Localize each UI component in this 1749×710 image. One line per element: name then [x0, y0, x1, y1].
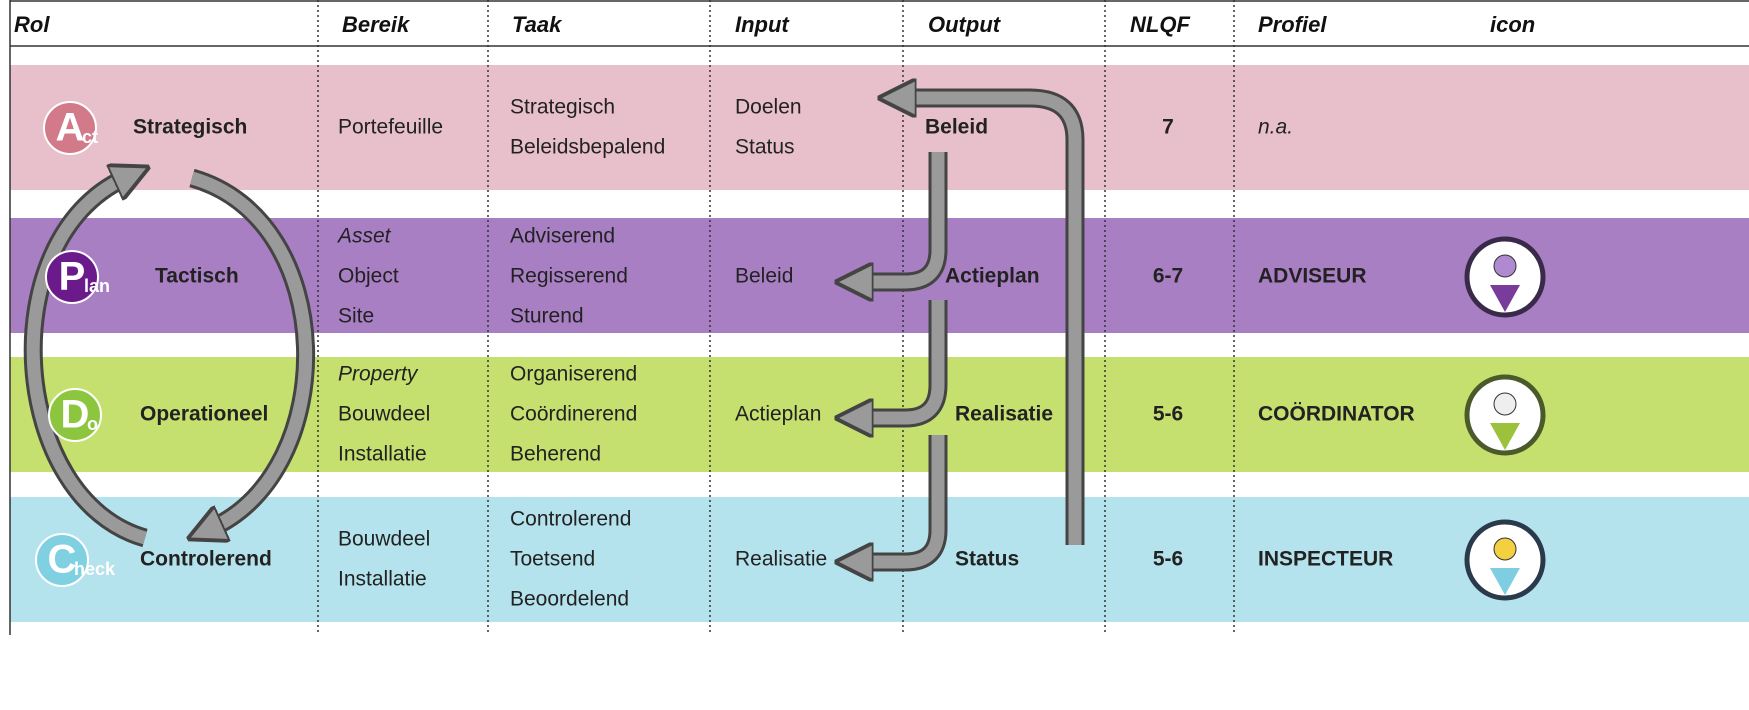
profiel: n.a. [1258, 116, 1293, 139]
taak: Toetsend [510, 548, 595, 571]
nlqf: 7 [1162, 116, 1174, 139]
taak: Regisserend [510, 265, 628, 288]
input: Realisatie [735, 548, 827, 571]
output: Status [955, 548, 1019, 571]
icon-inspecteur [1464, 519, 1546, 601]
band-strategisch [10, 65, 1749, 190]
header-cell: NLQF [1130, 12, 1190, 37]
badge-circle [35, 533, 89, 587]
arrow-actieplan [862, 300, 945, 418]
input: Status [735, 136, 795, 159]
arrow-realisatie [862, 435, 945, 562]
header-cell: Input [735, 12, 790, 37]
role: Tactisch [155, 265, 239, 288]
header-cell: Output [928, 12, 1002, 37]
bereik: Bouwdeel [338, 403, 430, 426]
taak: Beherend [510, 443, 601, 466]
bereik: Installatie [338, 568, 427, 591]
arrow-act-to-check [192, 171, 312, 528]
header-cell: Bereik [342, 12, 411, 37]
profiel: ADVISEUR [1258, 265, 1367, 288]
badge-sub: heck [74, 559, 116, 579]
icon-adviseur [1464, 236, 1546, 318]
taak: Adviserend [510, 225, 615, 248]
badge-letter: C [48, 538, 77, 582]
badge-letter: D [61, 393, 90, 437]
nlqf: 5-6 [1153, 403, 1183, 426]
icon-coordinator [1464, 374, 1546, 456]
input: Actieplan [735, 403, 821, 426]
taak: Organiserend [510, 363, 637, 386]
profile-icons [1464, 236, 1546, 601]
output: Realisatie [955, 403, 1053, 426]
badge-sub: ct [82, 127, 98, 147]
arrow-status [905, 98, 1082, 545]
badge-sub: lan [84, 276, 110, 296]
bereik: Object [338, 265, 399, 288]
bereik: Property [338, 363, 419, 386]
bereik: Site [338, 305, 374, 328]
output: Actieplan [945, 265, 1040, 288]
role: Strategisch [133, 116, 247, 139]
table-content: Rol Bereik Taak Input Output NLQF Profiel icon A… [14, 12, 1535, 611]
output: Beleid [925, 116, 988, 139]
input: Beleid [735, 265, 793, 288]
badge-circle [45, 250, 99, 304]
taak: Sturend [510, 305, 584, 328]
taak: Coördinerend [510, 403, 637, 426]
header-cell: Taak [512, 12, 563, 37]
nlqf: 5-6 [1153, 548, 1183, 571]
taak: Strategisch [510, 96, 615, 119]
badge-circle [48, 388, 102, 442]
arrow-check-to-act [26, 178, 145, 545]
arrow-beleid [862, 152, 945, 282]
nlqf: 6-7 [1153, 265, 1183, 288]
cycle-arrows [23, 98, 1085, 562]
badge-circle [43, 101, 97, 155]
badge-sub: o [87, 414, 98, 434]
header-cell: Rol [14, 12, 50, 37]
taak: Controlerend [510, 508, 631, 531]
taak: Beoordelend [510, 588, 629, 611]
bereik: Asset [336, 225, 392, 248]
badge-letter: A [56, 106, 85, 150]
header-cell: icon [1490, 12, 1535, 37]
taak: Beleidsbepalend [510, 136, 665, 159]
profiel: INSPECTEUR [1258, 548, 1393, 571]
role: Controlerend [140, 548, 272, 571]
bereik: Installatie [338, 443, 427, 466]
bereik: Bouwdeel [338, 528, 430, 551]
profiel: COÖRDINATOR [1258, 403, 1415, 426]
header-cell: Profiel [1258, 12, 1327, 37]
role: Operationeel [140, 403, 268, 426]
input: Doelen [735, 96, 802, 119]
bereik: Portefeuille [338, 116, 443, 139]
badge-letter: P [59, 255, 86, 299]
